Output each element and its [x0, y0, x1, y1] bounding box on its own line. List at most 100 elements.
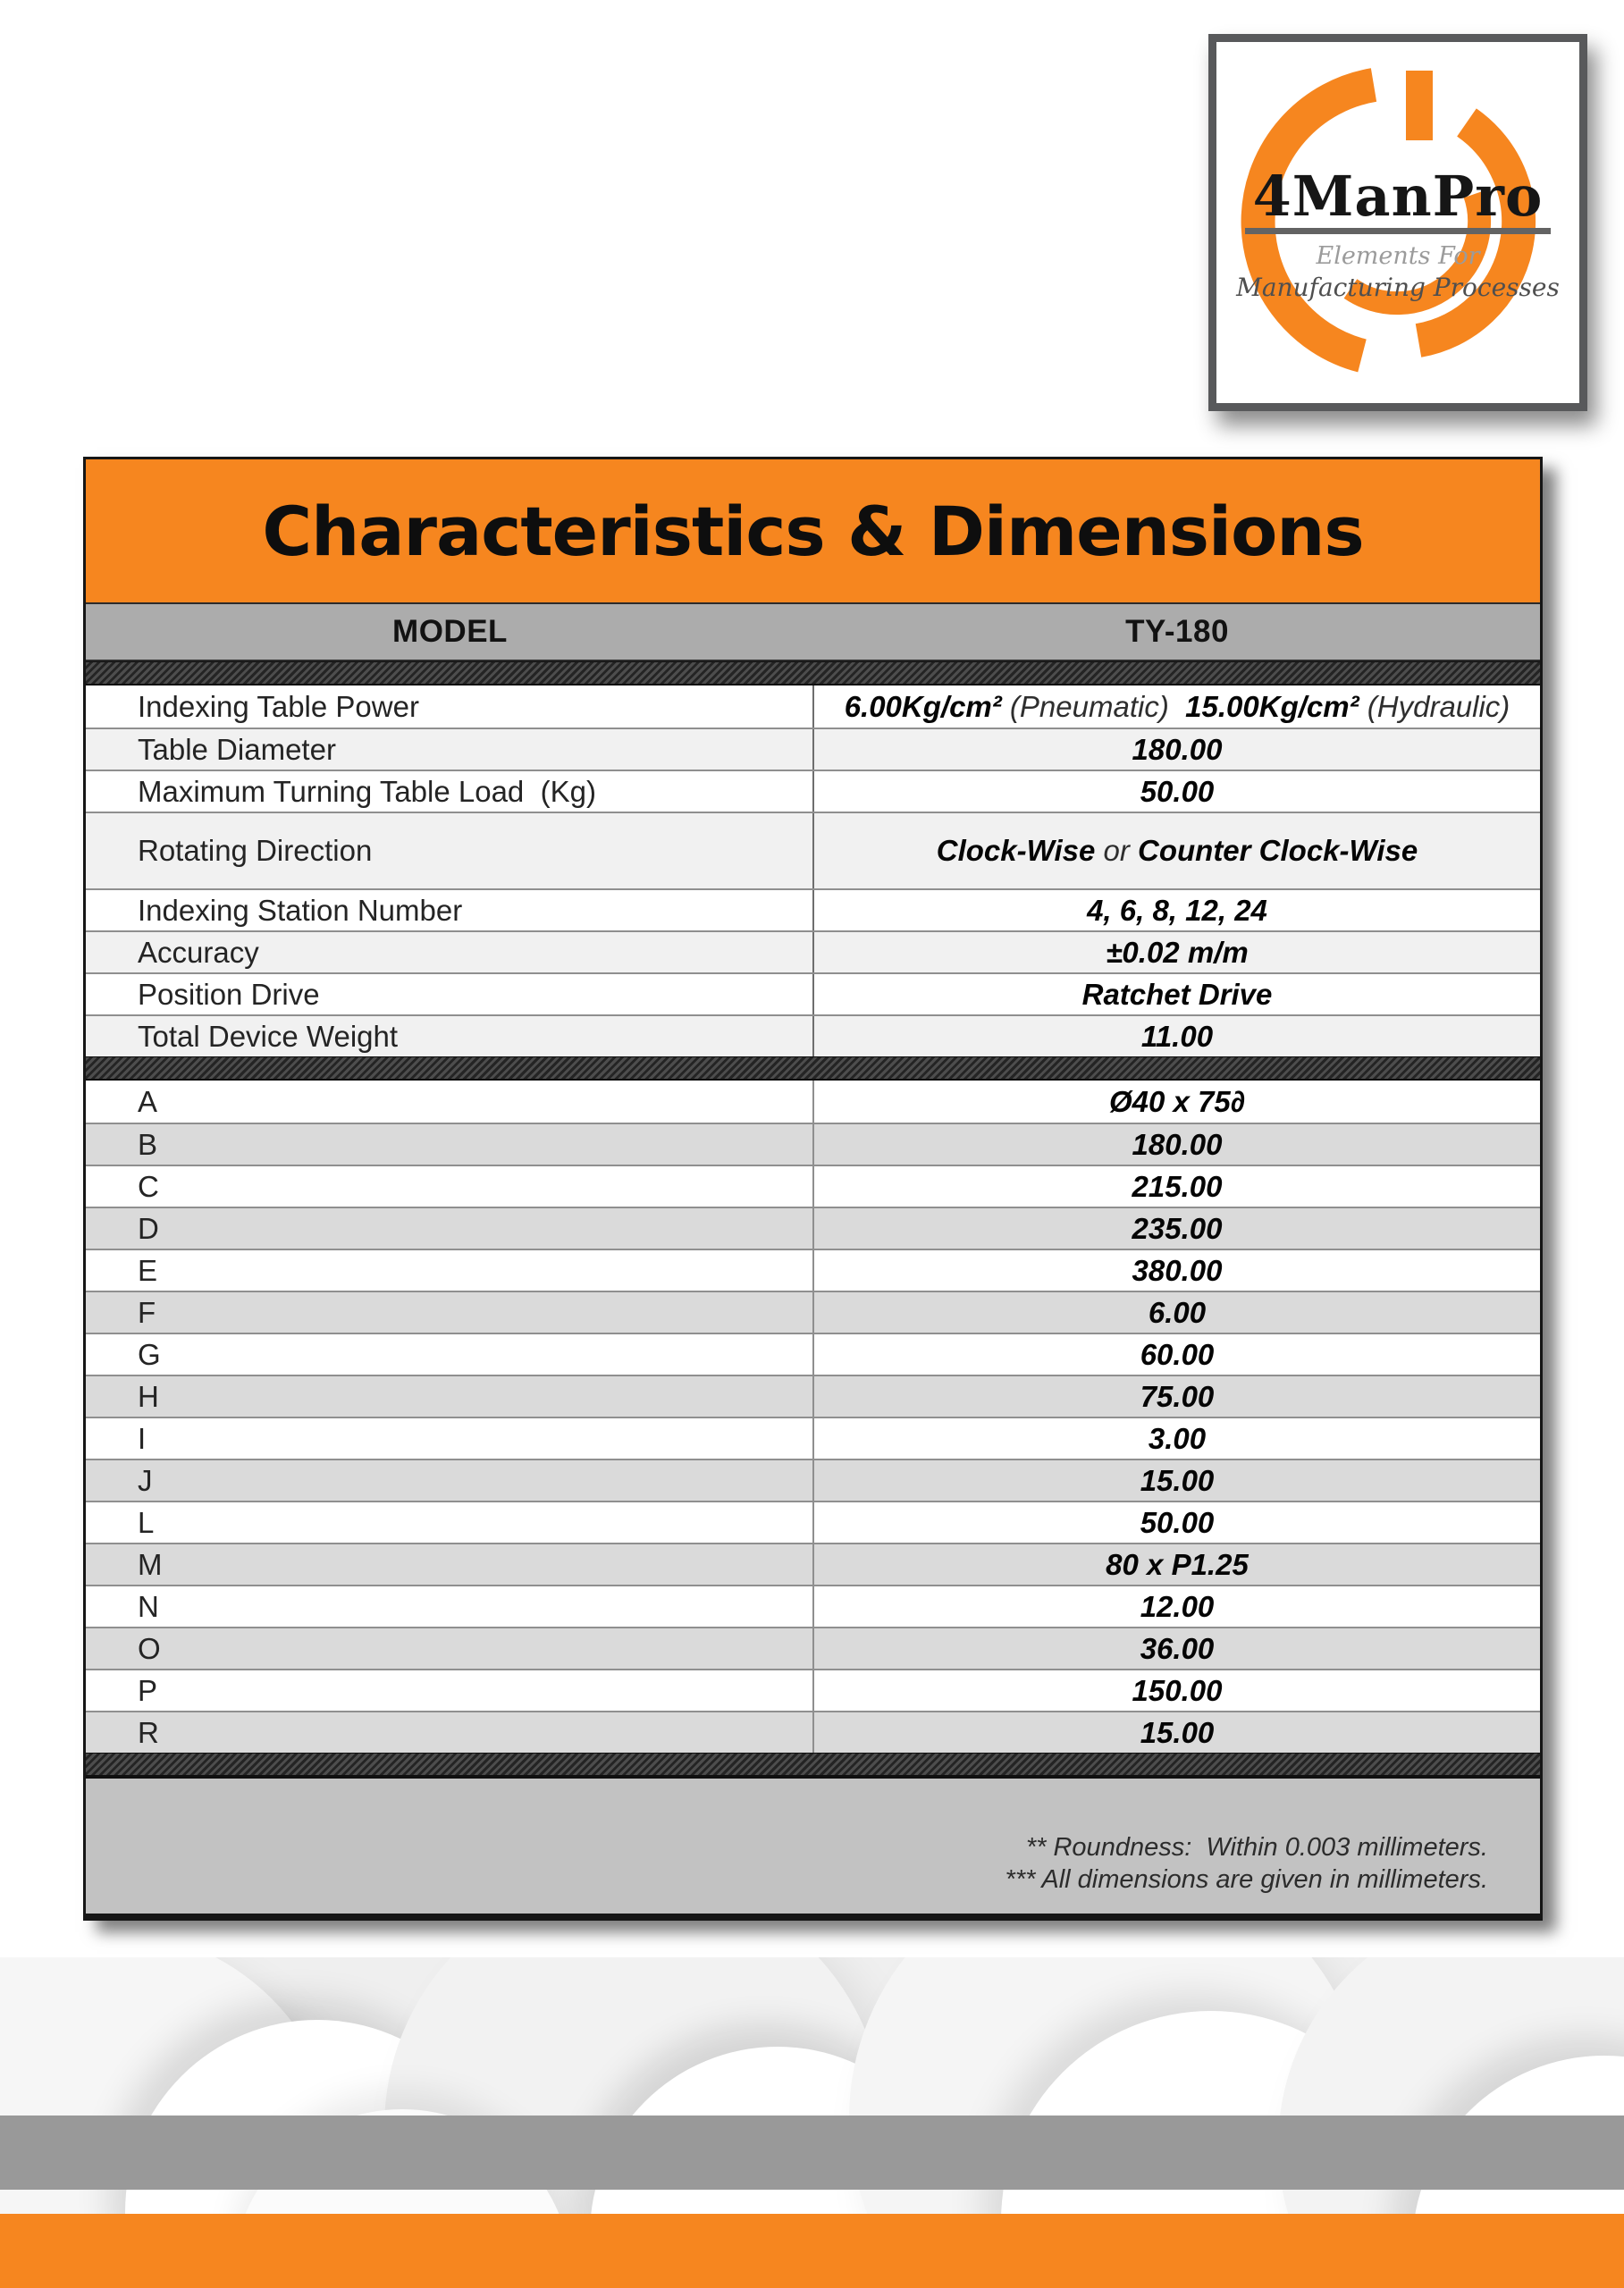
spec-row-value: Clock-Wise or Counter Clock-Wise: [814, 813, 1540, 888]
dimension-row-label: C: [86, 1166, 814, 1207]
bottom-orange-band: [0, 2214, 1624, 2288]
dimension-row-value: 380.00: [814, 1250, 1540, 1291]
table-title: Characteristics & Dimensions: [86, 459, 1540, 602]
spec-row: Table Diameter 180.00: [86, 728, 1540, 770]
value-part: 180.00: [1132, 1127, 1223, 1161]
dimension-row-label: G: [86, 1334, 814, 1375]
spec-row-label: Table Diameter: [86, 729, 814, 770]
dimension-row-value: 150.00: [814, 1670, 1540, 1711]
spec-row: Maximum Turning Table Load (Kg) 50.00: [86, 770, 1540, 812]
dimension-row: A Ø40 x 75∂: [86, 1081, 1540, 1123]
value-part: 15.00: [1140, 1715, 1215, 1749]
value-part: ±0.02 m/m: [1106, 935, 1249, 969]
value-part: 150.00: [1132, 1673, 1223, 1707]
dark-separator-band: [86, 1753, 1540, 1777]
dimension-row-label: L: [86, 1502, 814, 1543]
dimension-row: C 215.00: [86, 1165, 1540, 1207]
bottom-decor: [0, 1957, 1624, 2288]
value-part: (Pneumatic): [1001, 689, 1186, 723]
spec-row-value: 50.00: [814, 771, 1540, 812]
dimension-row: D 235.00: [86, 1207, 1540, 1249]
footnote-dimensions: *** All dimensions are given in millimet…: [1005, 1864, 1488, 1894]
value-part: 60.00: [1140, 1337, 1215, 1371]
dimension-row-label: F: [86, 1292, 814, 1333]
spec-row-value: 4, 6, 8, 12, 24: [814, 890, 1540, 930]
spec-row-label: Maximum Turning Table Load (Kg): [86, 771, 814, 812]
value-part: Counter Clock-Wise: [1138, 834, 1418, 867]
logo-inner: 4ManPro Elements For Manufacturing Proce…: [1216, 42, 1579, 403]
dimension-row: E 380.00: [86, 1249, 1540, 1291]
dimension-row-label: R: [86, 1712, 814, 1753]
dimension-row-value: 36.00: [814, 1628, 1540, 1669]
dimension-row: F 6.00: [86, 1291, 1540, 1333]
logo-box: 4ManPro Elements For Manufacturing Proce…: [1208, 34, 1587, 411]
spec-row-label: Total Device Weight: [86, 1016, 814, 1056]
table-footer: ** Roundness: Within 0.003 millimeters. …: [86, 1777, 1540, 1914]
spec-row-label: Accuracy: [86, 932, 814, 972]
model-value: TY-180: [1125, 614, 1229, 649]
value-part: or: [1095, 834, 1139, 867]
model-label: MODEL: [392, 614, 508, 649]
dimension-row-value: 180.00: [814, 1124, 1540, 1165]
spec-row-value: Ratchet Drive: [814, 974, 1540, 1014]
dark-separator-band: [86, 1056, 1540, 1081]
spec-row: Position Drive Ratchet Drive: [86, 972, 1540, 1014]
spec-row-label: Position Drive: [86, 974, 814, 1014]
value-part: 380.00: [1132, 1253, 1223, 1287]
value-part: Ø40 x 75∂: [1108, 1084, 1246, 1118]
logo-swoosh-icon: [1241, 68, 1536, 373]
dimension-row-value: 215.00: [814, 1166, 1540, 1207]
dimension-row-value: Ø40 x 75∂: [814, 1081, 1540, 1123]
dimension-row: M 80 x P1.25: [86, 1543, 1540, 1585]
spec-row-value: 11.00: [814, 1016, 1540, 1056]
dimension-row-value: 3.00: [814, 1418, 1540, 1459]
dimension-row: I 3.00: [86, 1417, 1540, 1459]
spec-row-value: ±0.02 m/m: [814, 932, 1540, 972]
spec-row-label: Indexing Table Power: [86, 686, 814, 728]
dimension-row: B 180.00: [86, 1123, 1540, 1165]
value-part: 3.00: [1148, 1421, 1207, 1455]
value-part: 15.00Kg/cm²: [1185, 689, 1359, 723]
value-part: 36.00: [1140, 1631, 1215, 1665]
spec-row: Accuracy ±0.02 m/m: [86, 930, 1540, 972]
value-part: 80 x P1.25: [1106, 1547, 1249, 1581]
value-part: 50.00: [1140, 774, 1215, 808]
dimension-row-label: D: [86, 1208, 814, 1249]
dimension-row: J 15.00: [86, 1459, 1540, 1501]
spec-row-label: Rotating Direction: [86, 813, 814, 888]
spec-table: Characteristics & Dimensions MODEL TY-18…: [83, 457, 1543, 1921]
dimension-row-label: P: [86, 1670, 814, 1711]
spec-rows-section: Indexing Table Power 6.00Kg/cm² (Pneumati…: [86, 686, 1540, 1056]
logo-tagline-line2: Manufacturing Processes: [1236, 273, 1560, 302]
dark-separator-band: [86, 661, 1540, 686]
spec-row-value: 180.00: [814, 729, 1540, 770]
dimension-row: R 15.00: [86, 1711, 1540, 1753]
dimension-row-value: 12.00: [814, 1586, 1540, 1627]
dimension-row-value: 60.00: [814, 1334, 1540, 1375]
spec-row: Rotating Direction Clock-Wise or Counter …: [86, 812, 1540, 888]
dimension-row-value: 75.00: [814, 1376, 1540, 1417]
value-part: 11.00: [1140, 1019, 1214, 1053]
dimension-row-value: 235.00: [814, 1208, 1540, 1249]
dimension-row-value: 50.00: [814, 1502, 1540, 1543]
value-part: 180.00: [1132, 732, 1223, 766]
bottom-gray-band: [0, 2116, 1624, 2190]
dimension-row-label: J: [86, 1460, 814, 1501]
dimension-row: L 50.00: [86, 1501, 1540, 1543]
dimension-row-label: H: [86, 1376, 814, 1417]
dimension-row: P 150.00: [86, 1669, 1540, 1711]
value-part: Clock-Wise: [936, 834, 1096, 867]
value-part: 6.00Kg/cm²: [844, 689, 1002, 723]
value-part: 6.00: [1148, 1295, 1207, 1329]
value-part: 235.00: [1132, 1211, 1223, 1245]
value-part: 75.00: [1140, 1379, 1215, 1413]
value-part: 50.00: [1140, 1505, 1215, 1539]
value-part: Ratchet Drive: [1081, 977, 1273, 1011]
model-row: MODEL TY-180: [86, 602, 1540, 661]
dimension-row-value: 80 x P1.25: [814, 1544, 1540, 1585]
footnote-roundness: ** Roundness: Within 0.003 millimeters.: [1025, 1832, 1488, 1862]
dimension-row-label: M: [86, 1544, 814, 1585]
spec-row: Indexing Table Power 6.00Kg/cm² (Pneumati…: [86, 686, 1540, 728]
logo-divider-rule: [1245, 228, 1551, 234]
